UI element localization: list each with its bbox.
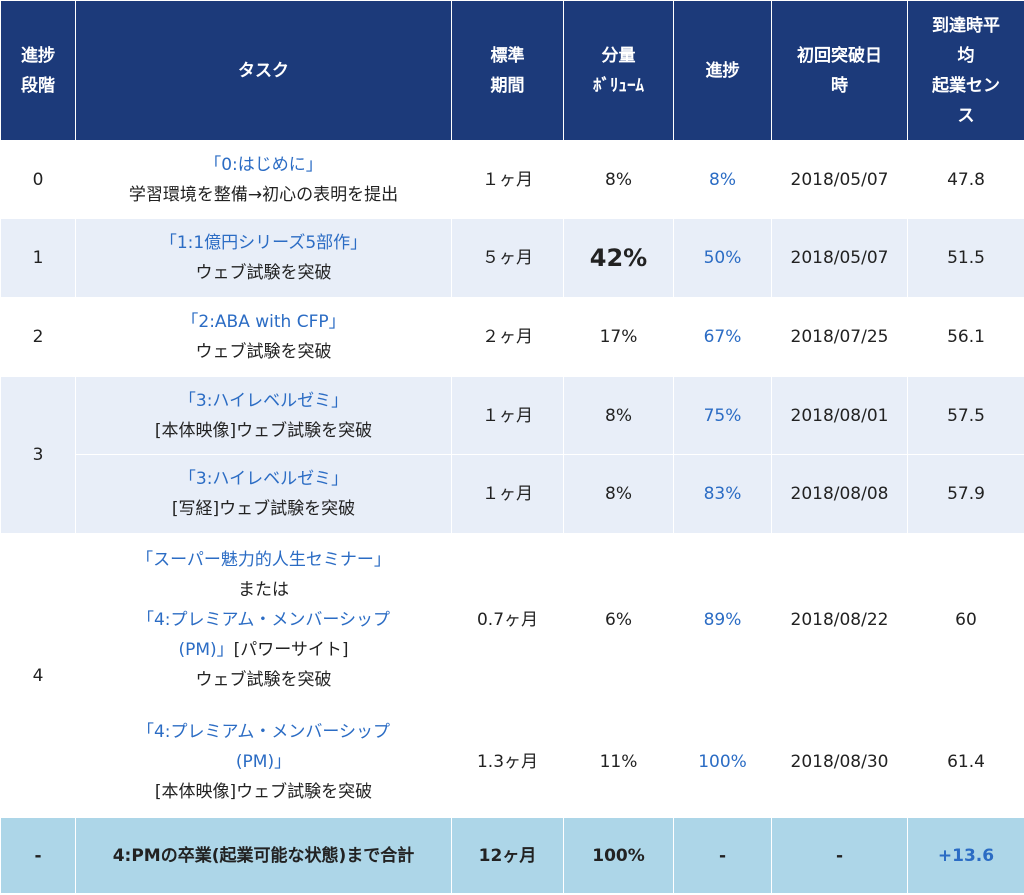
table-row: 4 「スーパー魅力的人生セミナー」 または 「4:プレミアム・メンバーシップ (… — [0, 533, 1024, 818]
task-text: (PM)」[パワーサイト] — [178, 639, 349, 660]
task-text: ウェブ試験を突破 — [195, 669, 332, 690]
header-stage: 進捗 段階 — [0, 0, 76, 141]
total-volume-cell: 100% — [563, 817, 674, 894]
task-link[interactable]: (PM)」 — [235, 751, 292, 772]
volume-cell: 11% — [563, 705, 674, 818]
task-link[interactable]: 「4:プレミアム・メンバーシップ — [136, 721, 390, 742]
period-cell: １ヶ月 — [451, 140, 564, 219]
stage-cell: 0 — [0, 140, 76, 219]
progress-cell: 50% — [673, 218, 772, 298]
volume-cell: 42% — [563, 218, 674, 298]
task-cell: 「3:ハイレベルゼミ」 [写経]ウェブ試験を突破 — [75, 454, 452, 534]
sense-cell: 57.9 — [907, 454, 1024, 534]
table-row: 「4:プレミアム・メンバーシップ (PM)」 [本体映像]ウェブ試験を突破 1.… — [1, 705, 1024, 818]
sense-cell: 56.1 — [907, 297, 1024, 377]
date-cell: 2018/05/07 — [771, 218, 908, 298]
task-text: 学習環境を整備→初心の表明を提出 — [128, 184, 399, 205]
total-task-cell: 4:PMの卒業(起業可能な状態)まで合計 — [75, 817, 452, 894]
progress-cell: 100% — [673, 705, 772, 818]
header-period: 標準 期間 — [451, 0, 564, 141]
volume-cell: 8% — [563, 454, 674, 534]
task-link[interactable]: 「3:ハイレベルゼミ」 — [178, 469, 349, 489]
total-date-cell: - — [771, 817, 908, 894]
sense-cell: 57.5 — [907, 376, 1024, 455]
date-cell: 2018/08/22 — [771, 533, 908, 706]
task-link[interactable]: 「4:プレミアム・メンバーシップ — [136, 609, 390, 630]
total-progress-cell: - — [673, 817, 772, 894]
task-text: または — [238, 579, 289, 600]
volume-cell: 8% — [563, 140, 674, 219]
header-first-date: 初回突破日 時 — [771, 0, 908, 141]
volume-cell: 8% — [563, 376, 674, 455]
task-text: [写経]ウェブ試験を突破 — [171, 499, 356, 519]
header-sense: 到達時平 均 起業セン ス — [907, 0, 1024, 141]
header-row: 進捗 段階 タスク 標準 期間 分量 ﾎﾞﾘｭｰﾑ 進捗 初回突破日 時 到達時… — [0, 0, 1024, 141]
header-volume: 分量 ﾎﾞﾘｭｰﾑ — [563, 0, 674, 141]
task-link[interactable]: (PM)」 — [178, 639, 234, 660]
task-cell: 「3:ハイレベルゼミ」 [本体映像]ウェブ試験を突破 — [75, 376, 452, 455]
task-link[interactable]: 「スーパー魅力的人生セミナー」 — [136, 549, 391, 570]
date-cell: 2018/07/25 — [771, 297, 908, 377]
sense-cell: 60 — [907, 533, 1024, 706]
date-cell: 2018/05/07 — [771, 140, 908, 219]
total-sense-cell: +13.6 — [907, 817, 1024, 894]
period-cell: 1.3ヶ月 — [451, 705, 564, 818]
progress-cell: 89% — [673, 533, 772, 706]
task-text: ウェブ試験を突破 — [195, 342, 332, 362]
period-cell: １ヶ月 — [451, 454, 564, 534]
total-period-cell: 12ヶ月 — [451, 817, 564, 894]
task-text: [本体映像]ウェブ試験を突破 — [154, 420, 373, 441]
stage-cell: 2 — [0, 297, 76, 377]
table-row: 「3:ハイレベルゼミ」 [写経]ウェブ試験を突破 １ヶ月 8% 83% 2018… — [1, 454, 1024, 534]
date-cell: 2018/08/08 — [771, 454, 908, 534]
table-row: 2 「2:ABA with CFP」 ウェブ試験を突破 ２ヶ月 17% 67% … — [0, 297, 1024, 377]
table-row: 1 「1:1億円シリーズ5部作」 ウェブ試験を突破 ５ヶ月 42% 50% 20… — [0, 218, 1024, 298]
period-cell: ２ヶ月 — [451, 297, 564, 377]
period-cell: １ヶ月 — [451, 376, 564, 455]
task-link[interactable]: 「3:ハイレベルゼミ」 — [178, 390, 349, 411]
sense-cell: 61.4 — [907, 705, 1024, 818]
table-row: 3 「3:ハイレベルゼミ」 [本体映像]ウェブ試験を突破 １ヶ月 8% 75% … — [0, 376, 1024, 534]
task-link[interactable]: 「2:ABA with CFP」 — [181, 312, 346, 332]
sense-cell: 51.5 — [907, 218, 1024, 298]
progress-cell: 83% — [673, 454, 772, 534]
volume-cell: 6% — [563, 533, 674, 706]
task-cell: 「1:1億円シリーズ5部作」 ウェブ試験を突破 — [75, 218, 452, 298]
header-task: タスク — [75, 0, 452, 141]
task-text: ウェブ試験を突破 — [195, 263, 332, 283]
header-progress: 進捗 — [673, 0, 772, 141]
progress-cell: 75% — [673, 376, 772, 455]
period-cell: 0.7ヶ月 — [451, 533, 564, 706]
progress-cell: 8% — [673, 140, 772, 219]
task-link[interactable]: 「0:はじめに」 — [204, 154, 323, 175]
sense-cell: 47.8 — [907, 140, 1024, 219]
stage-cell: 1 — [0, 218, 76, 298]
stage-cell: 3 — [0, 376, 76, 534]
date-cell: 2018/08/30 — [771, 705, 908, 818]
task-cell: 「4:プレミアム・メンバーシップ (PM)」 [本体映像]ウェブ試験を突破 — [75, 705, 452, 818]
task-text: [本体映像]ウェブ試験を突破 — [154, 781, 373, 802]
date-cell: 2018/08/01 — [771, 376, 908, 455]
total-row: - 4:PMの卒業(起業可能な状態)まで合計 12ヶ月 100% - - +13… — [0, 817, 1024, 894]
task-cell: 「2:ABA with CFP」 ウェブ試験を突破 — [75, 297, 452, 377]
period-cell: ５ヶ月 — [451, 218, 564, 298]
task-link[interactable]: 「1:1億円シリーズ5部作」 — [159, 233, 368, 253]
volume-cell: 17% — [563, 297, 674, 377]
task-cell: 「0:はじめに」 学習環境を整備→初心の表明を提出 — [75, 140, 452, 219]
total-stage-cell: - — [0, 817, 76, 894]
stage-cell: 4 — [0, 533, 76, 818]
task-cell: 「スーパー魅力的人生セミナー」 または 「4:プレミアム・メンバーシップ (PM… — [75, 533, 452, 706]
progress-cell: 67% — [673, 297, 772, 377]
table-row: 0 「0:はじめに」 学習環境を整備→初心の表明を提出 １ヶ月 8% 8% 20… — [0, 140, 1024, 219]
